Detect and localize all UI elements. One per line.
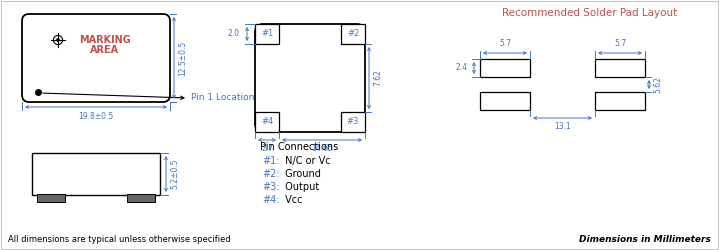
- Bar: [32, 153, 160, 195]
- Text: #2:: #2:: [262, 169, 280, 179]
- Bar: [127, 194, 155, 202]
- Text: #4:: #4:: [262, 195, 280, 205]
- FancyBboxPatch shape: [255, 24, 365, 132]
- Text: #3:: #3:: [262, 182, 280, 192]
- Text: Pin 1 Location: Pin 1 Location: [191, 94, 255, 102]
- Text: All dimensions are typical unless otherwise specified: All dimensions are typical unless otherw…: [8, 235, 231, 244]
- Bar: [480, 92, 530, 110]
- Text: 5.7: 5.7: [614, 39, 626, 48]
- Text: #2: #2: [347, 30, 359, 38]
- Bar: [341, 24, 365, 44]
- Bar: [595, 92, 645, 110]
- Bar: [341, 112, 365, 132]
- Text: #3: #3: [347, 118, 360, 126]
- Text: 7.62: 7.62: [373, 70, 382, 86]
- Text: #4: #4: [261, 118, 273, 126]
- Text: N/C or Vc: N/C or Vc: [282, 156, 331, 166]
- Bar: [255, 112, 279, 132]
- Text: Recommended Solder Pad Layout: Recommended Solder Pad Layout: [503, 8, 677, 18]
- Text: 2.7: 2.7: [261, 144, 273, 153]
- Bar: [255, 24, 279, 44]
- Text: Dimensions in Millimeters: Dimensions in Millimeters: [579, 235, 711, 244]
- Bar: [480, 59, 530, 77]
- Text: Vcc: Vcc: [282, 195, 303, 205]
- Text: 5.7: 5.7: [499, 39, 511, 48]
- Text: Ground: Ground: [282, 169, 321, 179]
- Text: #1:: #1:: [262, 156, 280, 166]
- Text: 12.5±0.5: 12.5±0.5: [178, 40, 187, 76]
- Circle shape: [57, 39, 59, 41]
- Text: Pin Connections: Pin Connections: [260, 142, 338, 152]
- Text: 2.4: 2.4: [455, 64, 467, 72]
- Text: #1: #1: [261, 30, 273, 38]
- Text: 5.62: 5.62: [653, 76, 662, 93]
- FancyBboxPatch shape: [22, 14, 170, 102]
- Text: AREA: AREA: [91, 45, 119, 55]
- Bar: [595, 59, 645, 77]
- Text: Output: Output: [282, 182, 319, 192]
- Bar: [37, 194, 65, 202]
- Text: 14.65: 14.65: [311, 144, 333, 153]
- Text: 5.2±0.5: 5.2±0.5: [170, 159, 179, 189]
- Text: 19.8±0.5: 19.8±0.5: [78, 112, 114, 121]
- Text: 2.0: 2.0: [228, 30, 240, 38]
- Text: MARKING: MARKING: [79, 35, 131, 45]
- Text: 13.1: 13.1: [554, 122, 571, 131]
